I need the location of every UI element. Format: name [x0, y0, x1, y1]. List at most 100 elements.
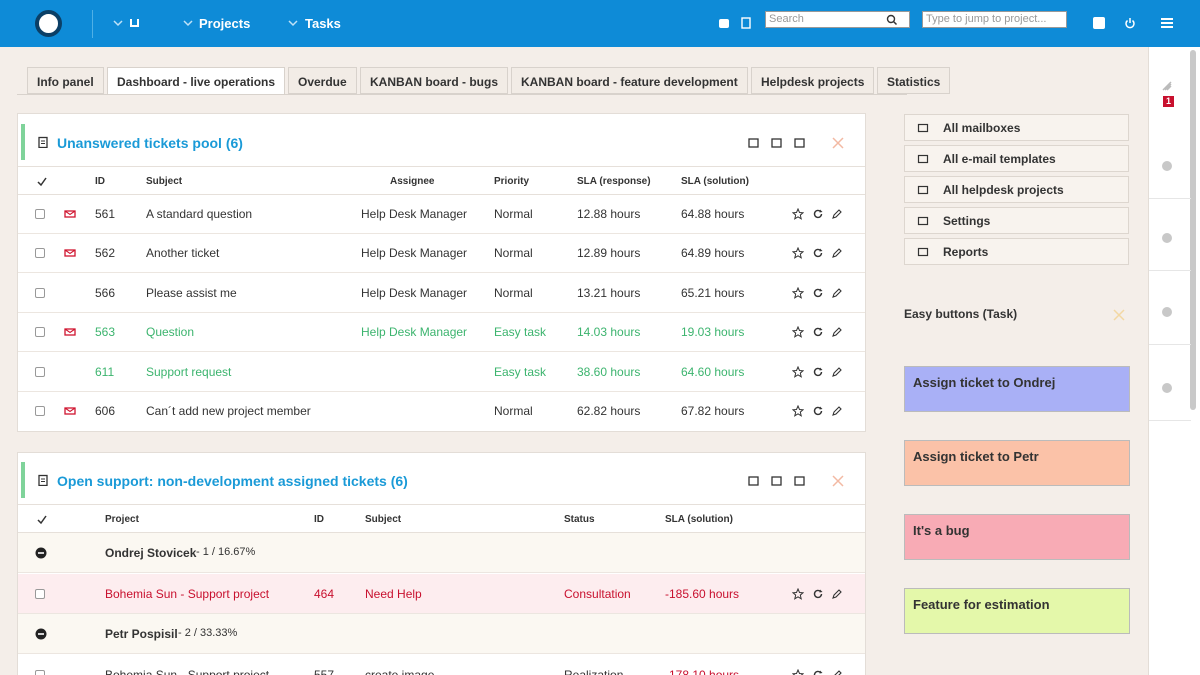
sidebar-link[interactable]: [904, 145, 1129, 172]
dropdown-arrow[interactable]: [182, 17, 194, 29]
tab[interactable]: KANBAN board - bugs: [360, 67, 508, 94]
panel-tool-icon[interactable]: [771, 475, 783, 487]
calculator-icon[interactable]: [740, 17, 752, 29]
ticket-subject[interactable]: Question: [146, 325, 195, 340]
side-icon[interactable]: [1161, 232, 1173, 244]
panel-tool-icon[interactable]: [748, 137, 760, 149]
star-icon[interactable]: [791, 668, 805, 675]
refresh-icon[interactable]: [812, 208, 824, 220]
easy-button[interactable]: Assign ticket to Ondrej: [904, 366, 1130, 412]
star-icon[interactable]: [791, 247, 805, 260]
home-icon[interactable]: [130, 19, 139, 27]
dropdown-arrow[interactable]: [112, 17, 124, 29]
ticket-subject[interactable]: Please assist me: [146, 285, 237, 300]
easy-button[interactable]: It's a bug: [904, 514, 1130, 560]
menu-icon[interactable]: [1161, 17, 1173, 29]
edit-icon[interactable]: [831, 208, 843, 220]
edit-icon[interactable]: [831, 588, 843, 600]
dropdown-arrow[interactable]: [287, 17, 299, 29]
collapse-icon[interactable]: [35, 547, 47, 559]
panel-tool-icon[interactable]: [794, 475, 806, 487]
ticket-subject[interactable]: Support request: [146, 364, 232, 379]
refresh-icon[interactable]: [812, 588, 824, 600]
ticket-subject[interactable]: Can´t add new project member: [146, 404, 311, 418]
close-icon[interactable]: [1113, 309, 1125, 321]
sidebar-link[interactable]: [904, 176, 1129, 203]
sidebar-link[interactable]: [904, 207, 1129, 234]
row-checkbox[interactable]: [35, 670, 45, 675]
sidebar-link-label[interactable]: Settings: [943, 214, 991, 228]
side-icon[interactable]: [1161, 382, 1173, 394]
edit-icon[interactable]: [831, 287, 843, 299]
tab[interactable]: Overdue: [288, 67, 357, 94]
side-icon[interactable]: [1161, 306, 1173, 318]
close-icon[interactable]: [832, 475, 844, 487]
ticket-subject[interactable]: create image: [365, 668, 435, 675]
edit-icon[interactable]: [831, 366, 843, 378]
row-checkbox cb[interactable]: [35, 366, 45, 377]
star-icon-shape: [791, 325, 805, 339]
panel-tool-icon[interactable]: [748, 475, 760, 487]
ticket-sla-solution: 65.21 hours: [681, 285, 745, 300]
refresh-icon-shape: [813, 406, 823, 416]
ticket-status: Realization: [564, 668, 624, 675]
sidebar-link[interactable]: [904, 114, 1129, 141]
tab[interactable]: Statistics: [877, 67, 951, 94]
sidebar-link-label[interactable]: All helpdesk projects: [943, 183, 1064, 197]
help-icon[interactable]: [1093, 17, 1105, 29]
sidebar-link-label[interactable]: All mailboxes: [943, 121, 1021, 135]
row-checkbox cb[interactable]: [35, 406, 45, 416]
youtube-icon-shape: [719, 19, 729, 28]
search-input[interactable]: Search: [765, 11, 910, 28]
dropdown-arrow-shape: [183, 20, 193, 27]
edit-icon[interactable]: [831, 405, 843, 417]
row-checkbox cb[interactable]: [35, 248, 45, 259]
edit-icon[interactable]: [831, 669, 843, 675]
panel-tool-icon[interactable]: [794, 137, 806, 149]
project-jump-select[interactable]: Type to jump to project...: [922, 11, 1067, 28]
row-checkbox cb[interactable]: [35, 327, 45, 338]
refresh-icon[interactable]: [812, 669, 824, 675]
notification-icon[interactable]: [1161, 80, 1173, 92]
nav-link[interactable]: Projects: [199, 16, 251, 31]
star-icon[interactable]: [791, 404, 805, 417]
ticket-project: Bohemia Sun - Support project: [105, 668, 270, 675]
ticket-subject[interactable]: A standard question: [146, 207, 253, 221]
row-checkbox cb[interactable]: [35, 287, 45, 298]
panel-tool-icon[interactable]: [771, 137, 783, 149]
tab[interactable]: Info panel: [27, 67, 104, 94]
close-icon[interactable]: [832, 137, 844, 149]
nav-link[interactable]: Tasks: [305, 16, 341, 31]
logo[interactable]: [35, 10, 62, 37]
edit-icon[interactable]: [831, 326, 843, 338]
row-checkbox cb[interactable]: [35, 209, 45, 219]
power-icon[interactable]: [1124, 17, 1136, 29]
tab[interactable]: Dashboard - live operations: [107, 67, 286, 94]
tab[interactable]: KANBAN board - feature development: [511, 67, 748, 94]
row-checkbox[interactable]: [35, 589, 45, 599]
star-icon[interactable]: [791, 207, 805, 220]
collapse-icon[interactable]: [35, 628, 47, 640]
youtube-icon[interactable]: [718, 17, 730, 29]
edit-icon[interactable]: [831, 247, 843, 259]
ticket-subject[interactable]: Need Help: [365, 587, 422, 601]
easy-button[interactable]: Assign ticket to Petr: [904, 440, 1130, 486]
sidebar-link-label[interactable]: All e-mail templates: [943, 152, 1056, 166]
refresh-icon[interactable]: [812, 326, 824, 338]
search-icon[interactable]: [886, 14, 898, 26]
tab[interactable]: Helpdesk projects: [751, 67, 875, 94]
star-icon[interactable]: [791, 286, 805, 299]
refresh-icon[interactable]: [812, 366, 824, 378]
sidebar-link[interactable]: [904, 238, 1129, 265]
star-icon[interactable]: [791, 365, 805, 378]
star-icon[interactable]: [791, 587, 805, 600]
side-icon[interactable]: [1161, 160, 1173, 172]
ticket-subject[interactable]: Another ticket: [146, 246, 220, 261]
refresh-icon[interactable]: [812, 405, 824, 417]
easy-button[interactable]: Feature for estimation: [904, 588, 1130, 634]
sidebar-link-label[interactable]: Reports: [943, 245, 989, 259]
star-icon[interactable]: [791, 325, 805, 339]
refresh-icon[interactable]: [812, 247, 824, 259]
refresh-icon[interactable]: [812, 287, 824, 299]
ticket-row: [18, 574, 865, 614]
